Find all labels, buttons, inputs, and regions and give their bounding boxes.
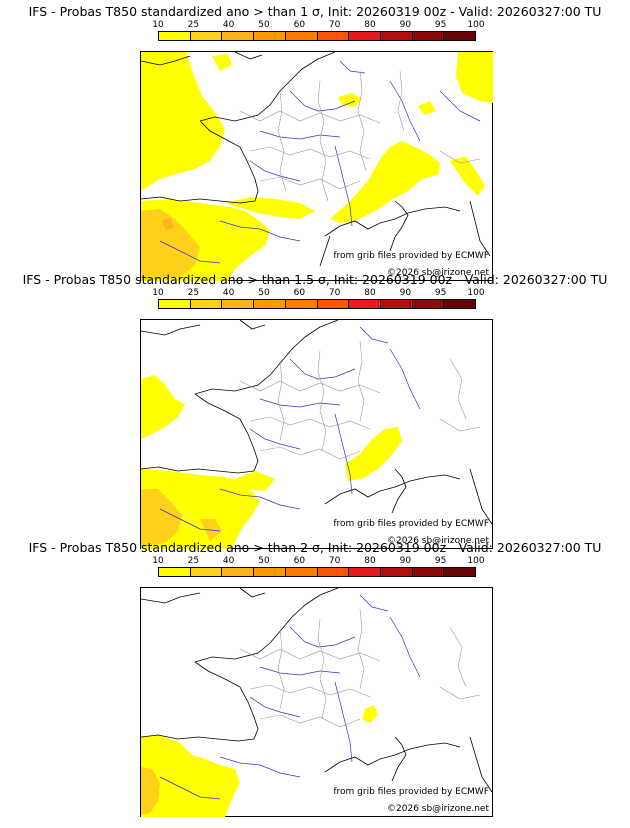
colorbar-swatch bbox=[159, 568, 191, 576]
colorbar-tick-label: 25 bbox=[187, 20, 200, 30]
colorbar-labels: 10 25 40 50 60 70 80 90 95 100 bbox=[152, 19, 484, 31]
colorbar-swatch bbox=[254, 300, 286, 308]
colorbar-labels: 10 25 40 50 60 70 80 90 95 100 bbox=[152, 555, 484, 567]
colorbar-tick-label: 50 bbox=[258, 556, 270, 566]
panel-title: IFS - Probas T850 standardized ano > tha… bbox=[28, 4, 602, 19]
colorbar-tick-label: 100 bbox=[467, 556, 485, 566]
colorbar-swatch bbox=[412, 568, 445, 576]
colorbar-swatch bbox=[412, 300, 445, 308]
colorbar-swatch bbox=[444, 568, 476, 576]
colorbar-swatch bbox=[349, 32, 381, 40]
colorbar-swatch bbox=[444, 300, 476, 308]
colorbar-swatch bbox=[159, 32, 191, 40]
coastlines bbox=[140, 587, 493, 793]
colorbar-tick-label: 70 bbox=[328, 20, 341, 30]
higher-probability-shading bbox=[141, 209, 200, 281]
colorbar-tick-label: 10 bbox=[152, 556, 164, 566]
colorbar-tick-label: 40 bbox=[222, 288, 235, 298]
colorbar-swatch bbox=[254, 32, 286, 40]
colorbar: 10 25 40 50 60 70 80 90 95 100 bbox=[152, 287, 485, 317]
colorbar-swatch bbox=[222, 568, 255, 576]
colorbar-swatch bbox=[285, 568, 318, 576]
colorbar-tick-label: 95 bbox=[434, 556, 447, 566]
colorbar-tick-label: 60 bbox=[293, 20, 306, 30]
probability-panel-2sigma: IFS - Probas T850 standardized ano > tha… bbox=[0, 540, 630, 817]
colorbar-tick-label: 60 bbox=[293, 556, 306, 566]
colorbar-tick-label: 10 bbox=[152, 288, 164, 298]
colorbar-tick-label: 80 bbox=[364, 288, 376, 298]
borders bbox=[239, 70, 481, 202]
colorbar-swatch bbox=[222, 300, 255, 308]
map: from grib files provided by ECMWF ©2026 … bbox=[140, 319, 493, 549]
colorbar-tick-label: 80 bbox=[364, 20, 376, 30]
colorbar-swatches bbox=[158, 31, 476, 41]
colorbar-labels: 10 25 40 50 60 70 80 90 95 100 bbox=[152, 287, 484, 299]
colorbar: 10 25 40 50 60 70 80 90 95 100 bbox=[152, 555, 485, 585]
colorbar-tick-label: 50 bbox=[258, 20, 270, 30]
colorbar-swatches bbox=[158, 567, 476, 577]
colorbar: 10 25 40 50 60 70 80 90 95 100 bbox=[152, 19, 485, 49]
colorbar-swatch bbox=[285, 32, 318, 40]
colorbar-swatch bbox=[349, 300, 381, 308]
colorbar-tick-label: 95 bbox=[434, 288, 447, 298]
colorbar-tick-label: 90 bbox=[399, 288, 412, 298]
higher-probability-shading bbox=[141, 767, 160, 815]
colorbar-swatch bbox=[317, 568, 350, 576]
colorbar-swatch bbox=[222, 32, 255, 40]
copyright-credit: ©2026 sb@irizone.net bbox=[387, 536, 489, 546]
colorbar-swatches bbox=[158, 299, 476, 309]
colorbar-swatch bbox=[190, 300, 223, 308]
colorbar-tick-label: 10 bbox=[152, 20, 164, 30]
panel-title: IFS - Probas T850 standardized ano > tha… bbox=[28, 540, 602, 555]
colorbar-tick-label: 80 bbox=[364, 556, 376, 566]
map: from grib files provided by ECMWF ©2026 … bbox=[140, 587, 493, 817]
source-credit: from grib files provided by ECMWF bbox=[333, 251, 489, 261]
probability-panel-1sigma: IFS - Probas T850 standardized ano > tha… bbox=[0, 4, 630, 281]
colorbar-tick-label: 90 bbox=[399, 20, 412, 30]
colorbar-tick-label: 40 bbox=[222, 556, 235, 566]
probability-panel-1-5sigma: IFS - Probas T850 standardized ano > tha… bbox=[0, 272, 630, 549]
probability-shading bbox=[141, 705, 378, 817]
rivers bbox=[159, 60, 481, 264]
colorbar-tick-label: 70 bbox=[328, 556, 341, 566]
colorbar-swatch bbox=[444, 32, 476, 40]
colorbar-tick-label: 25 bbox=[187, 556, 200, 566]
colorbar-swatch bbox=[254, 568, 286, 576]
borders bbox=[239, 608, 481, 728]
colorbar-swatch bbox=[412, 32, 445, 40]
source-credit: from grib files provided by ECMWF bbox=[333, 519, 489, 529]
colorbar-swatch bbox=[317, 300, 350, 308]
coastlines bbox=[140, 51, 491, 267]
rivers bbox=[159, 594, 421, 800]
colorbar-tick-label: 100 bbox=[467, 288, 485, 298]
colorbar-tick-label: 100 bbox=[467, 20, 485, 30]
panel-title: IFS - Probas T850 standardized ano > tha… bbox=[22, 272, 608, 287]
colorbar-swatch bbox=[380, 32, 413, 40]
colorbar-tick-label: 40 bbox=[222, 20, 235, 30]
map: from grib files provided by ECMWF ©2026 … bbox=[140, 51, 493, 281]
colorbar-swatch bbox=[190, 32, 223, 40]
colorbar-swatch bbox=[349, 568, 381, 576]
colorbar-swatch bbox=[317, 32, 350, 40]
colorbar-tick-label: 95 bbox=[434, 20, 447, 30]
colorbar-tick-label: 25 bbox=[187, 288, 200, 298]
colorbar-tick-label: 70 bbox=[328, 288, 341, 298]
coastlines bbox=[140, 319, 493, 525]
copyright-credit: ©2026 sb@irizone.net bbox=[387, 268, 489, 278]
colorbar-swatch bbox=[285, 300, 318, 308]
colorbar-swatch bbox=[380, 568, 413, 576]
colorbar-tick-label: 50 bbox=[258, 288, 270, 298]
colorbar-tick-label: 90 bbox=[399, 556, 412, 566]
colorbar-swatch bbox=[159, 300, 191, 308]
rivers bbox=[159, 326, 421, 532]
colorbar-tick-label: 60 bbox=[293, 288, 306, 298]
colorbar-swatch bbox=[380, 300, 413, 308]
copyright-credit: ©2026 sb@irizone.net bbox=[387, 804, 489, 814]
borders bbox=[239, 340, 481, 460]
source-credit: from grib files provided by ECMWF bbox=[333, 787, 489, 797]
colorbar-swatch bbox=[190, 568, 223, 576]
